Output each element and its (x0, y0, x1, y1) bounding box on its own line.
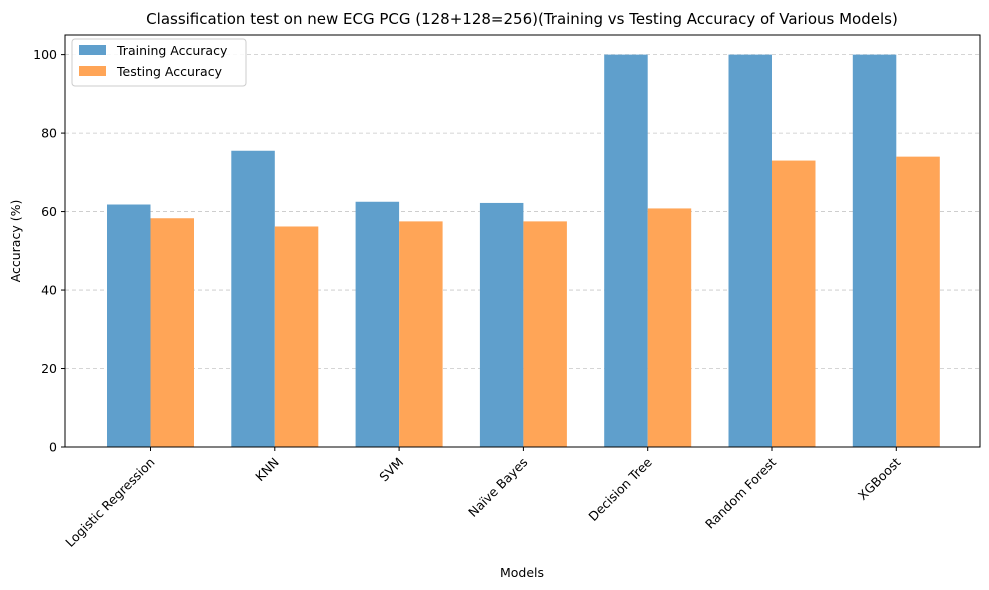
training-accuracy-bar (852, 54, 897, 447)
training-accuracy-bar (728, 54, 772, 447)
y-tick-label: 20 (41, 361, 57, 376)
testing-accuracy-bar (896, 156, 940, 447)
y-axis: 0 20 40 60 80 100 (33, 47, 65, 455)
legend-label-testing: Testing Accuracy (116, 64, 223, 79)
training-accuracy-bar (107, 204, 151, 447)
testing-accuracy-bar (523, 221, 567, 447)
x-tick-label: Decision Tree (585, 454, 655, 524)
training-accuracy-bar (604, 54, 648, 447)
chart-title: Classification test on new ECG PCG (128+… (146, 10, 898, 28)
x-tick-label: Random Forest (702, 454, 779, 531)
training-accuracy-bar (479, 202, 524, 447)
bars (107, 54, 940, 448)
testing-accuracy-bar (274, 226, 319, 447)
legend-swatch-testing (79, 66, 106, 76)
training-accuracy-bar (355, 201, 400, 447)
y-tick-label: 80 (41, 126, 57, 141)
testing-accuracy-bar (772, 160, 816, 448)
legend-swatch-training (79, 45, 106, 55)
training-accuracy-bar (231, 150, 275, 447)
legend-label-training: Training Accuracy (116, 43, 228, 58)
x-tick-label: Naïve Bayes (465, 455, 530, 520)
x-tick-label: XGBoost (855, 454, 904, 503)
x-tick-label: SVM (376, 455, 406, 485)
legend-box (71, 38, 247, 87)
x-axis-label: Models (500, 565, 544, 580)
y-axis-label: Accuracy (%) (8, 200, 23, 283)
x-tick-label: KNN (252, 455, 282, 485)
y-tick-label: 0 (49, 440, 57, 455)
x-axis: Logistic Regression KNN SVM Naïve Bayes Deci… (62, 447, 903, 550)
y-tick-label: 100 (33, 47, 57, 62)
y-tick-label: 40 (41, 283, 57, 298)
testing-accuracy-bar (399, 221, 443, 447)
y-tick-label: 60 (41, 204, 57, 219)
x-tick-label: Logistic Regression (62, 455, 157, 550)
testing-accuracy-bar (647, 208, 692, 447)
plot-frame (64, 34, 981, 448)
legend: Training Accuracy Testing Accuracy (71, 38, 247, 87)
testing-accuracy-bar (150, 218, 194, 447)
